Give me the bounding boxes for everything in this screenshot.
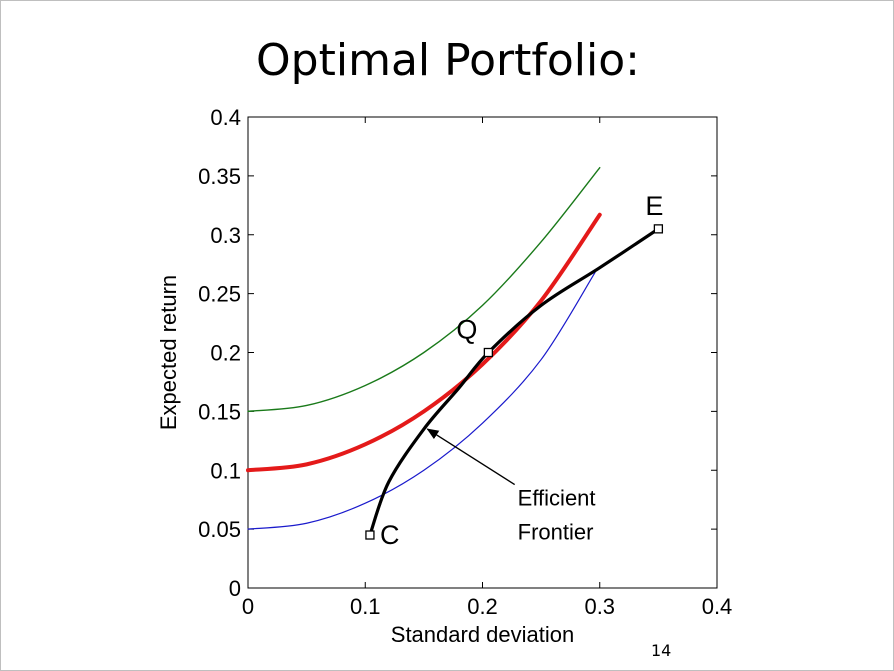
y-tick-label: 0.05 xyxy=(198,517,241,542)
blue-curve xyxy=(247,271,596,530)
x-axis-label: Standard deviation xyxy=(391,622,574,647)
x-tick-label: 0 xyxy=(242,594,254,619)
y-tick-label: 0.25 xyxy=(198,282,241,307)
y-tick-label: 0.4 xyxy=(210,105,241,130)
annotation-text: Frontier xyxy=(518,520,594,545)
point-marker-q xyxy=(483,347,494,358)
point-label-c: C xyxy=(380,520,400,550)
annotation-arrow xyxy=(426,428,516,486)
page-number: 14 xyxy=(651,641,672,660)
y-tick-label: 0.2 xyxy=(210,341,241,366)
point-label-e: E xyxy=(645,191,663,221)
point-marker-c xyxy=(365,530,375,540)
efficient-frontier-curve xyxy=(368,227,660,537)
x-tick-label: 0.4 xyxy=(702,594,733,619)
y-tick-label: 0 xyxy=(229,576,241,601)
point-label-q: Q xyxy=(456,315,477,345)
y-tick-label: 0.15 xyxy=(198,399,241,424)
green-curve xyxy=(247,166,601,413)
plot-frame xyxy=(247,116,718,589)
y-tick-label: 0.3 xyxy=(210,223,241,248)
y-tick-label: 0.1 xyxy=(210,458,241,483)
x-tick-label: 0.3 xyxy=(584,594,615,619)
y-axis-label: Expected return xyxy=(156,275,181,430)
x-tick-label: 0.2 xyxy=(467,594,498,619)
slide-title: Optimal Portfolio: xyxy=(256,35,640,86)
x-tick-label: 0.1 xyxy=(350,594,381,619)
annotation-text: Efficient xyxy=(518,486,596,511)
y-tick-label: 0.35 xyxy=(198,164,241,189)
point-marker-e xyxy=(653,224,664,234)
red-curve xyxy=(246,212,602,473)
